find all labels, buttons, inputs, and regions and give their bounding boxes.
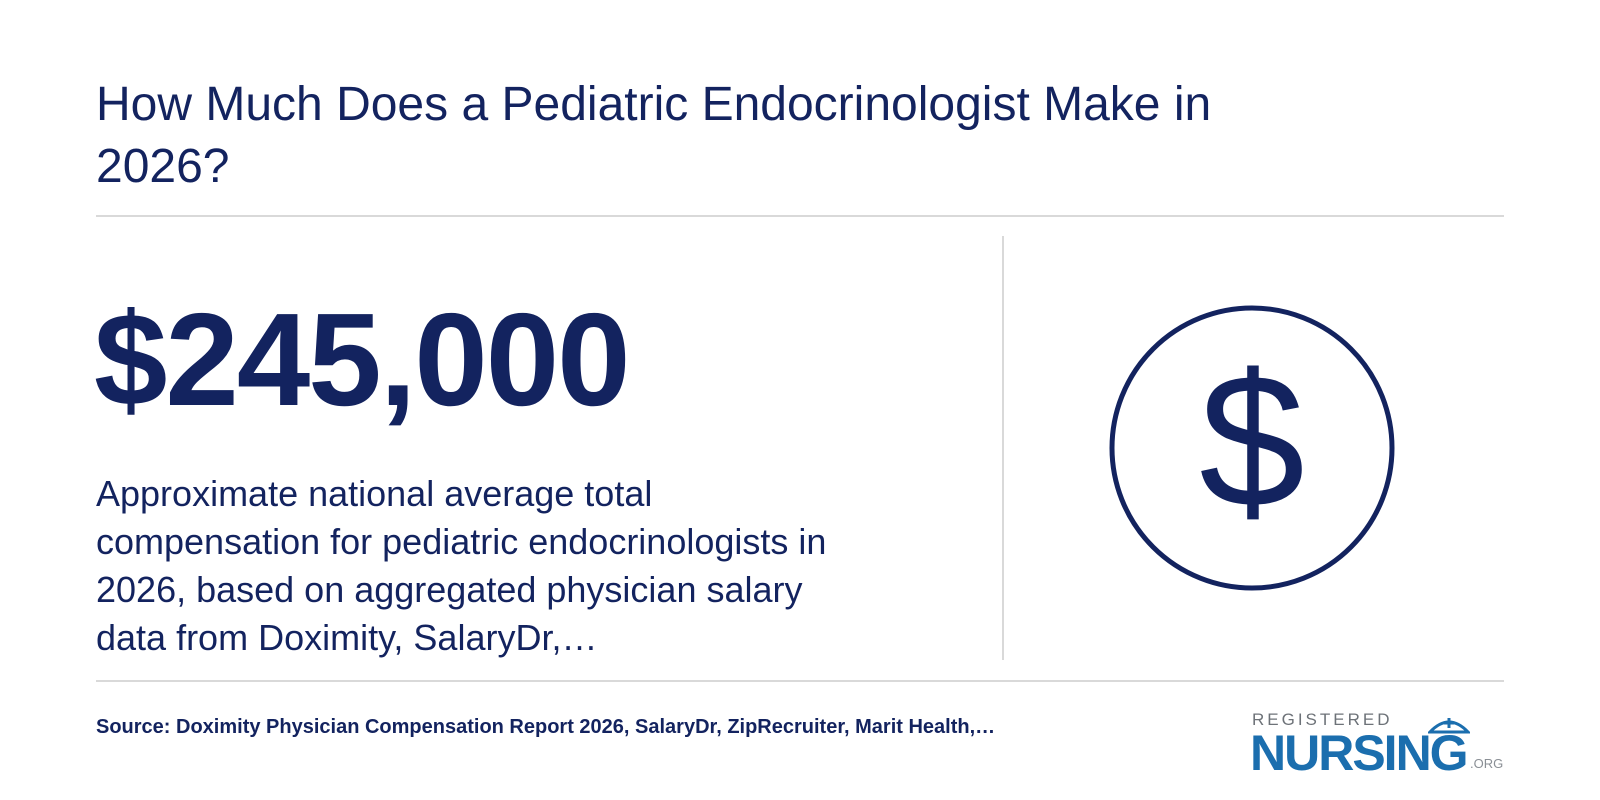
divider [96, 680, 1504, 682]
title: How Much Does a Pediatric Endocrinologis… [96, 78, 1212, 193]
icon-circle [1109, 305, 1395, 591]
divider [1002, 236, 1004, 660]
stat-value: $245,000 [94, 286, 631, 433]
logo-text: .ORG [1470, 756, 1504, 771]
logo-cap [1428, 718, 1470, 734]
icon-symbol: $ [1199, 335, 1305, 547]
logo-text: REGISTERED [1252, 710, 1393, 729]
divider [96, 215, 1504, 217]
logo-text: NURSING [1250, 725, 1469, 781]
stat-description: Approximate national average total compe… [96, 473, 827, 658]
source: Source: Doximity Physician Compensation … [96, 716, 996, 738]
dollar-icon: $ [1109, 305, 1395, 591]
